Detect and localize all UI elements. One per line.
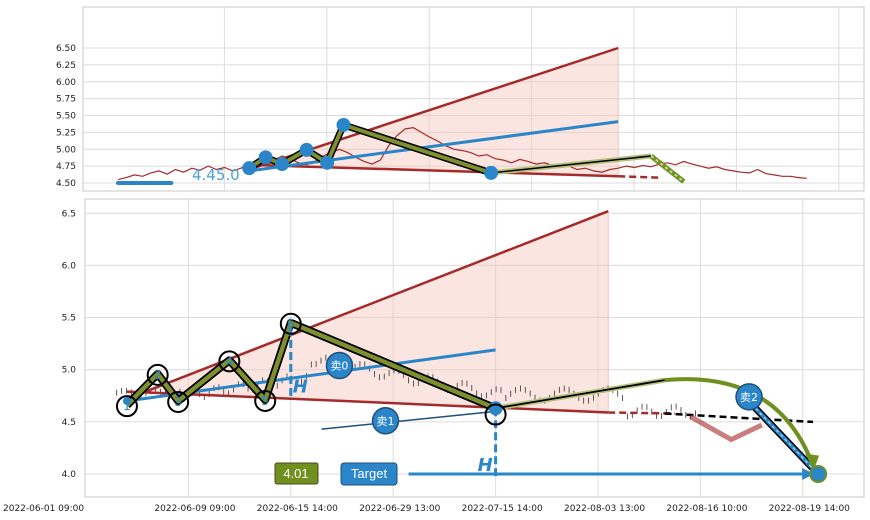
bottom-panel-frame bbox=[84, 198, 865, 498]
bottom-sell-label: 卖2 bbox=[740, 391, 758, 404]
bottom-zigzag bbox=[125, 320, 497, 411]
top-y-tick-label: 5.00 bbox=[56, 145, 76, 155]
top-lower-channel-ext bbox=[618, 175, 660, 179]
bottom-sell-label: 卖0 bbox=[330, 360, 348, 373]
top-pivot-point bbox=[299, 142, 314, 157]
bottom-pivot-dot bbox=[488, 401, 503, 416]
bottom-sell-badge bbox=[371, 407, 400, 435]
x-ticks: 2022-06-01 09:00 2022-06-09 09:00 2022-06-… bbox=[3, 504, 850, 514]
value-badge-box bbox=[274, 462, 319, 485]
bottom-y-tick-label: 5.0 bbox=[62, 366, 77, 376]
x-tick-label: 2022-08-19 14:00 bbox=[769, 504, 850, 514]
bottom-y-tick-label: 5.5 bbox=[62, 314, 76, 324]
bottom-pivot-label: 3 bbox=[174, 395, 182, 409]
bottom-pivot-label: 5 bbox=[261, 394, 269, 408]
top-y-tick-label: 5.50 bbox=[56, 112, 76, 122]
bottom-target-point bbox=[809, 465, 828, 483]
x-tick-label: 2022-06-01 09:00 bbox=[3, 504, 84, 514]
x-tick-label: 2022-07-15 14:00 bbox=[462, 504, 543, 514]
top-y-tick-label: 6.50 bbox=[56, 44, 76, 54]
top-pivot-point bbox=[320, 155, 335, 170]
top-y-tick-label: 5.75 bbox=[56, 95, 76, 105]
bottom-sell-path bbox=[688, 414, 763, 443]
bottom-pivot-ring bbox=[254, 389, 277, 412]
top-y-tick-label: 5.25 bbox=[56, 128, 76, 138]
bottom-sell-label: 卖1 bbox=[377, 415, 395, 428]
target-button-box[interactable] bbox=[340, 462, 398, 486]
x-tick-label: 2022-08-03 13:00 bbox=[564, 504, 645, 514]
bottom-pivot-label: 2 bbox=[154, 368, 162, 382]
bottom-pivot-ring bbox=[218, 350, 241, 373]
top-pivot-point bbox=[336, 117, 351, 132]
top-y-tick-label: 6.00 bbox=[56, 78, 76, 88]
top-price-line bbox=[117, 126, 807, 181]
x-tick-label: 2022-06-29 13:00 bbox=[359, 504, 440, 514]
bottom-y-tick-label: 6.0 bbox=[62, 261, 77, 271]
bottom-pivot-label: 6 bbox=[287, 317, 295, 331]
bottom-channel-fill bbox=[126, 211, 609, 413]
top-y-tick-label: 4.75 bbox=[56, 162, 76, 172]
bottom-target-descent-dash bbox=[751, 403, 819, 475]
top-y-ticks: 4.50 4.75 5.00 5.25 5.50 5.75 6.00 6.25 6.50 bbox=[56, 44, 76, 189]
bottom-pivot-ring bbox=[279, 312, 302, 335]
x-tick-label: 2022-06-09 09:00 bbox=[154, 504, 235, 514]
top-pivot-point bbox=[242, 161, 257, 176]
bottom-pivot-ring bbox=[167, 390, 190, 413]
bottom-y-tick-label: 6.5 bbox=[62, 209, 76, 219]
x-tick-label: 2022-08-16 10:00 bbox=[666, 504, 747, 514]
top-lower-channel bbox=[249, 163, 619, 178]
top-y-tick-label: 4.50 bbox=[56, 179, 76, 189]
top-channel-fill bbox=[249, 48, 619, 177]
x-tick-label: 2022-06-15 14:00 bbox=[257, 504, 338, 514]
top-zigzag-ext-dash bbox=[650, 155, 685, 183]
bottom-sell-badge bbox=[735, 383, 763, 411]
bottom-y-tick-label: 4.5 bbox=[62, 418, 76, 428]
top-trend-line bbox=[249, 120, 619, 173]
bottom-lower-channel-ext bbox=[608, 411, 675, 415]
bottom-pivot-ring bbox=[484, 403, 507, 426]
value-badge: 4.01 bbox=[283, 466, 308, 481]
bottom-lower-channel bbox=[126, 390, 609, 414]
bottom-projection bbox=[495, 379, 665, 410]
bottom-y-ticks: 4.0 4.5 5.0 5.5 6.0 6.5 bbox=[62, 209, 77, 480]
bottom-y-tick-label: 4.0 bbox=[62, 470, 77, 480]
target-label: Target bbox=[351, 466, 388, 481]
bottom-sell1-link bbox=[321, 410, 496, 430]
bottom-curved-arrowhead bbox=[805, 453, 820, 470]
bottom-pivot-ring bbox=[146, 363, 169, 386]
bottom-h-label: H bbox=[293, 377, 308, 398]
bottom-target-arrowhead bbox=[802, 468, 815, 480]
top-annotation: 4.45.0 bbox=[192, 166, 240, 184]
top-plot: 4.45.0 bbox=[116, 46, 807, 185]
bottom-pivot-label: 1 bbox=[123, 399, 131, 413]
bottom-pivot-dot bbox=[122, 396, 131, 405]
top-pivot-point bbox=[275, 157, 289, 172]
top-y-tick-label: 6.25 bbox=[56, 61, 76, 71]
bottom-pivot-ring bbox=[115, 395, 138, 418]
top-pivot-point bbox=[484, 165, 499, 180]
bottom-pivot-label: 4 bbox=[226, 354, 234, 368]
top-zigzag-ext bbox=[491, 155, 652, 174]
top-pivot-point bbox=[258, 150, 273, 165]
bottom-h-label: H bbox=[478, 455, 493, 476]
bottom-sell-badge bbox=[325, 351, 354, 380]
bottom-upper-channel bbox=[126, 210, 609, 401]
